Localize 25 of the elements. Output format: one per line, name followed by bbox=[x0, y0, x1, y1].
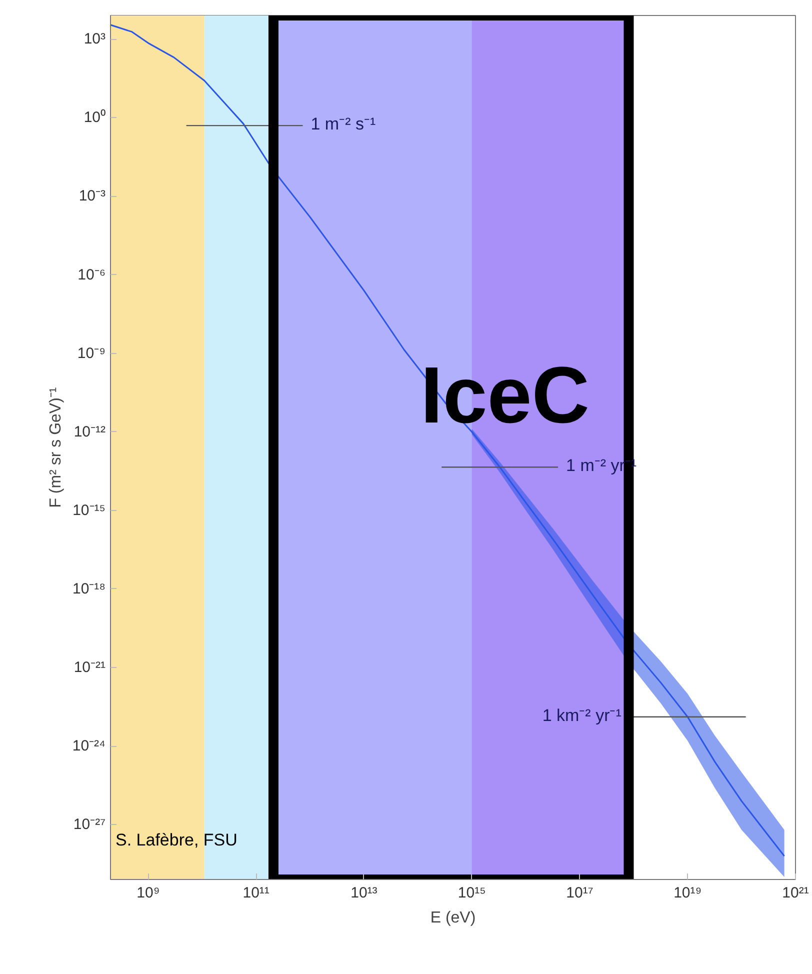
y-tick-label: 10⁻²⁷ bbox=[73, 816, 106, 834]
y-tick-label: 10⁰ bbox=[84, 109, 106, 126]
x-tick-label: 10⁹ bbox=[136, 884, 160, 902]
y-tick-label: 10⁻⁶ bbox=[78, 266, 106, 284]
annotation: IceC bbox=[420, 350, 590, 440]
x-tick-label: 10²¹ bbox=[782, 884, 809, 902]
x-tick-label: 10¹³ bbox=[350, 884, 378, 902]
x-axis-title: E (eV) bbox=[430, 910, 476, 926]
y-tick-label: 10⁻²¹ bbox=[74, 659, 106, 676]
y-tick-label: 10⁻¹⁵ bbox=[72, 502, 106, 519]
x-tick-label: 10¹⁵ bbox=[458, 884, 486, 902]
y-tick-label: 10⁻¹² bbox=[74, 423, 106, 440]
y-tick-label: 10⁻¹⁸ bbox=[72, 580, 106, 598]
x-tick-label: 10¹⁷ bbox=[566, 884, 594, 902]
ref-line-label: 1 km⁻² yr⁻¹ bbox=[542, 706, 622, 725]
y-axis-title: F (m² sr s GeV)⁻¹ bbox=[47, 387, 64, 508]
annotation: S. Lafèbre, FSU bbox=[116, 830, 238, 850]
ref-line-label: 1 m⁻² s⁻¹ bbox=[310, 114, 376, 134]
y-tick-label: 10⁻²⁴ bbox=[72, 738, 106, 755]
ref-line-label: 1 m⁻² yr⁻¹ bbox=[566, 456, 637, 476]
y-tick-label: 10⁻³ bbox=[78, 188, 106, 205]
y-tick-label: 10⁻⁹ bbox=[77, 344, 106, 362]
x-tick-label: 10¹⁹ bbox=[674, 884, 702, 902]
x-tick-label: 10¹¹ bbox=[242, 884, 270, 902]
y-tick-label: 10³ bbox=[84, 30, 106, 48]
